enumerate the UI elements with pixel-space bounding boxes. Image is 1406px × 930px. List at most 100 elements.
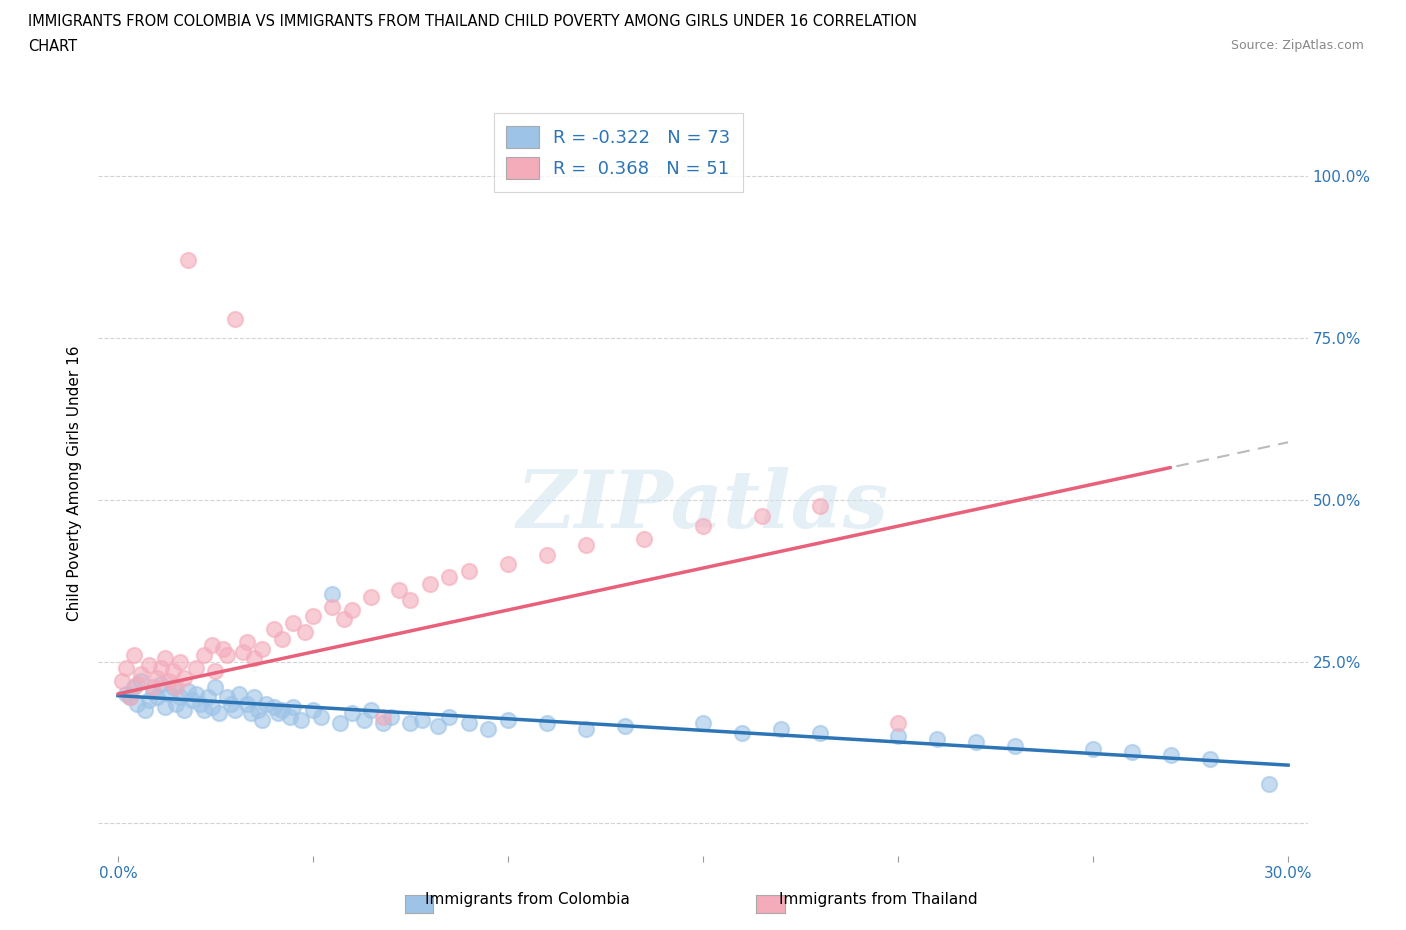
Point bbox=[134, 702, 156, 717]
Point bbox=[290, 712, 312, 727]
Point bbox=[887, 728, 910, 743]
Point bbox=[1257, 777, 1279, 791]
Point bbox=[138, 693, 160, 708]
Point bbox=[146, 671, 169, 685]
Point bbox=[169, 654, 191, 669]
Point bbox=[373, 709, 395, 724]
Point bbox=[193, 702, 215, 717]
Point bbox=[243, 651, 266, 666]
Point bbox=[197, 690, 219, 705]
Point bbox=[173, 671, 195, 685]
Point bbox=[411, 712, 433, 727]
Point bbox=[633, 531, 655, 546]
Point bbox=[283, 699, 305, 714]
Point bbox=[235, 634, 257, 649]
Point bbox=[536, 548, 558, 563]
Point bbox=[142, 680, 165, 695]
Point bbox=[333, 612, 356, 627]
Point bbox=[162, 664, 184, 679]
Point bbox=[965, 735, 987, 750]
Text: IMMIGRANTS FROM COLOMBIA VS IMMIGRANTS FROM THAILAND CHILD POVERTY AMONG GIRLS U: IMMIGRANTS FROM COLOMBIA VS IMMIGRANTS F… bbox=[28, 14, 917, 29]
Point bbox=[157, 686, 180, 701]
Legend: R = -0.322   N = 73, R =  0.368   N = 51: R = -0.322 N = 73, R = 0.368 N = 51 bbox=[494, 113, 744, 192]
Text: CHART: CHART bbox=[28, 39, 77, 54]
Point bbox=[149, 677, 172, 692]
Point bbox=[399, 715, 422, 730]
Point bbox=[177, 253, 200, 268]
Point bbox=[173, 702, 195, 717]
Point bbox=[217, 690, 239, 705]
Point bbox=[575, 722, 598, 737]
Point bbox=[283, 616, 305, 631]
Point bbox=[162, 680, 184, 695]
Point bbox=[302, 702, 325, 717]
Point bbox=[212, 641, 235, 656]
Point bbox=[360, 702, 382, 717]
Point bbox=[224, 312, 246, 326]
Point bbox=[219, 697, 242, 711]
Point bbox=[263, 622, 285, 637]
Point bbox=[1199, 751, 1222, 766]
Point bbox=[692, 518, 714, 533]
Point bbox=[184, 686, 207, 701]
Point bbox=[419, 577, 441, 591]
Point bbox=[925, 732, 948, 747]
Point bbox=[321, 599, 343, 614]
Point bbox=[329, 715, 352, 730]
Point bbox=[340, 706, 363, 721]
Point bbox=[887, 715, 910, 730]
Point bbox=[808, 498, 831, 513]
Point bbox=[1081, 741, 1104, 756]
Point bbox=[204, 680, 226, 695]
Point bbox=[380, 709, 402, 724]
Point bbox=[111, 673, 134, 688]
Point bbox=[808, 725, 831, 740]
Point bbox=[252, 641, 274, 656]
Point bbox=[254, 697, 277, 711]
Point bbox=[157, 673, 180, 688]
Point bbox=[1160, 748, 1182, 763]
Point bbox=[399, 592, 422, 607]
Point bbox=[217, 647, 239, 662]
Point bbox=[127, 677, 149, 692]
Point bbox=[127, 697, 149, 711]
Point bbox=[165, 680, 187, 695]
Point bbox=[247, 702, 270, 717]
Point bbox=[165, 697, 187, 711]
Point bbox=[131, 673, 153, 688]
Point bbox=[309, 709, 332, 724]
Point bbox=[114, 686, 136, 701]
Point bbox=[122, 680, 145, 695]
Point bbox=[302, 609, 325, 624]
Text: Source: ZipAtlas.com: Source: ZipAtlas.com bbox=[1230, 39, 1364, 52]
Point bbox=[131, 667, 153, 682]
Point bbox=[239, 706, 262, 721]
Point bbox=[193, 647, 215, 662]
Point bbox=[458, 715, 481, 730]
Point bbox=[118, 690, 141, 705]
Point bbox=[235, 697, 257, 711]
Point bbox=[114, 660, 136, 675]
Point bbox=[204, 664, 226, 679]
Point bbox=[208, 706, 231, 721]
Point bbox=[278, 709, 301, 724]
Point bbox=[122, 647, 145, 662]
Point bbox=[439, 709, 461, 724]
Point bbox=[458, 564, 481, 578]
Point bbox=[181, 693, 204, 708]
Point bbox=[731, 725, 754, 740]
Point bbox=[321, 586, 343, 601]
Point bbox=[232, 644, 254, 659]
Text: ZIPatlas: ZIPatlas bbox=[517, 467, 889, 545]
Point bbox=[118, 690, 141, 705]
Point bbox=[353, 712, 375, 727]
Point bbox=[270, 631, 292, 646]
Point bbox=[294, 625, 316, 640]
Point bbox=[575, 538, 598, 552]
Point bbox=[200, 638, 222, 653]
Point bbox=[439, 570, 461, 585]
Point bbox=[388, 583, 411, 598]
Point bbox=[146, 690, 169, 705]
Point bbox=[267, 706, 290, 721]
Text: Immigrants from Thailand: Immigrants from Thailand bbox=[779, 892, 979, 907]
